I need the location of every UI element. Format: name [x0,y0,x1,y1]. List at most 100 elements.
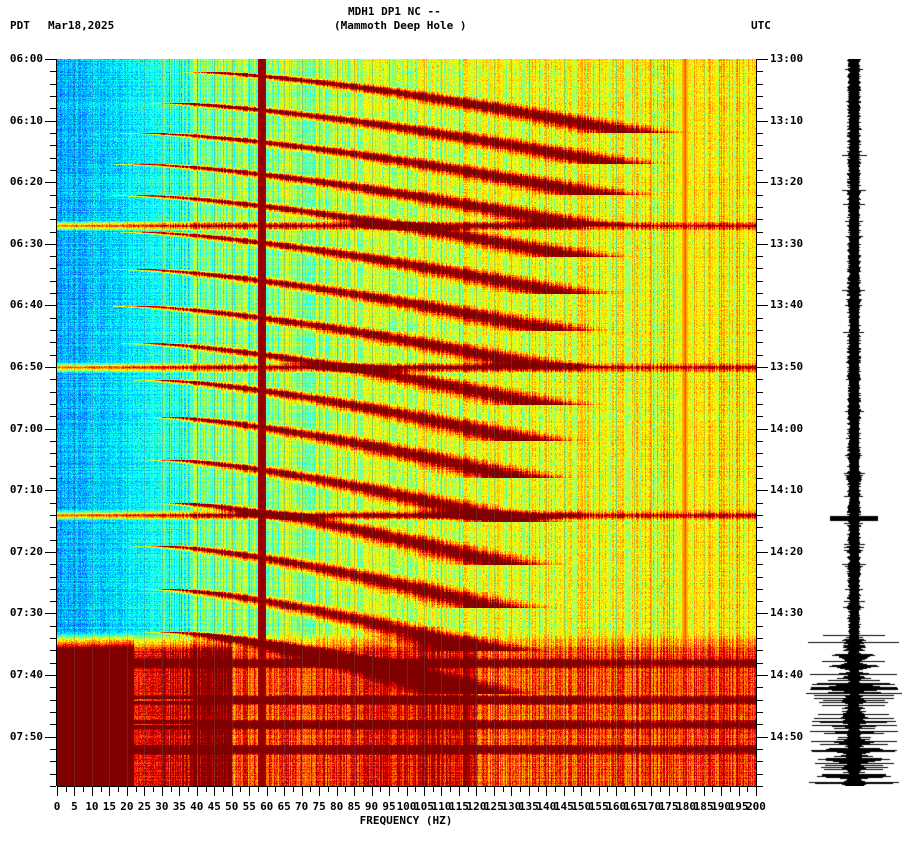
time-tick [50,466,56,467]
time-tick-label: 13:20 [770,175,804,188]
frequency-tick [747,787,748,792]
frequency-tick [721,787,722,796]
frequency-tick [529,787,530,796]
frequency-tick [232,787,233,796]
frequency-tick [634,787,635,796]
frequency-tick [389,787,390,796]
frequency-tick [372,787,373,796]
frequency-tick [188,787,189,792]
frequency-tick [651,787,652,796]
frequency-tick [660,787,661,792]
time-tick [757,503,763,504]
frequency-tick [328,787,329,792]
time-tick [757,379,763,380]
frequency-tick-label: 140 [536,800,557,813]
time-tick [45,305,56,306]
time-tick-label: 13:40 [770,298,804,311]
frequency-tick-label: 15 [102,800,117,813]
time-tick [45,675,56,676]
time-tick [50,158,56,159]
frequency-tick [179,787,180,796]
frequency-axis-title: FREQUENCY (HZ) [359,814,453,827]
time-tick [45,182,56,183]
time-tick-label: 07:10 [9,483,43,496]
frequency-tick [398,787,399,792]
frequency-tick-label: 130 [501,800,522,813]
frequency-tick [730,787,731,792]
time-tick-label: 07:50 [9,730,43,743]
frequency-tick [293,787,294,792]
time-tick [757,687,763,688]
frequency-tick [354,787,355,796]
time-tick [757,626,763,627]
frequency-tick [555,787,556,792]
frequency-tick [476,787,477,796]
frequency-tick-label: 95 [382,800,396,813]
frequency-tick [677,787,678,792]
time-tick [757,638,763,639]
frequency-tick [249,787,250,796]
time-tick [50,663,56,664]
time-tick [757,281,763,282]
frequency-tick-label: 80 [329,800,344,813]
time-axis-right-line [756,59,757,786]
time-tick [757,330,763,331]
time-tick-label: 07:30 [9,606,43,619]
time-tick [757,724,763,725]
frequency-tick [109,787,110,796]
frequency-tick [136,787,137,792]
time-tick [50,293,56,294]
time-tick [50,687,56,688]
time-tick [757,133,763,134]
time-tick [50,145,56,146]
time-tick-label: 06:30 [9,237,43,250]
time-tick [757,158,763,159]
frequency-tick [74,787,75,796]
time-tick [757,429,768,430]
frequency-tick-label: 65 [277,800,291,813]
time-tick [757,490,768,491]
timezone-label-right: UTC [751,19,771,32]
time-tick [50,712,56,713]
time-tick [50,503,56,504]
time-tick-label: 13:10 [770,114,804,127]
frequency-tick [459,787,460,796]
time-tick-label: 06:00 [9,52,43,65]
frequency-tick-label: 105 [414,800,434,813]
time-tick-label: 13:00 [770,52,804,65]
frequency-tick [669,787,670,796]
frequency-tick-label: 45 [207,800,221,813]
frequency-tick-label: 90 [364,800,379,813]
time-tick [757,478,763,479]
time-tick [50,700,56,701]
time-tick [757,466,763,467]
frequency-tick-label: 200 [746,800,766,813]
time-tick [45,429,56,430]
frequency-tick [206,787,207,792]
frequency-tick [468,787,469,792]
time-tick-label: 14:50 [770,730,804,743]
time-tick [50,355,56,356]
frequency-tick [363,787,364,792]
time-tick [757,675,768,676]
frequency-tick-label: 165 [623,800,644,813]
frequency-tick-label: 5 [71,800,78,813]
frequency-tick-label: 115 [448,800,469,813]
time-tick [757,232,763,233]
time-axis-left: 06:00 06:10 06:20 06:30 06:40 06:50 07:00 07:10… [10,53,56,787]
frequency-tick [92,787,93,796]
frequency-tick-label: 135 [518,800,539,813]
time-tick [757,527,763,528]
frequency-tick-label: 35 [172,800,186,813]
time-tick [757,342,763,343]
time-tick-label: 13:30 [770,237,804,250]
time-tick-label: 14:00 [770,422,804,435]
frequency-tick [695,787,696,792]
frequency-tick [450,787,451,792]
time-tick [757,663,763,664]
time-tick [757,145,763,146]
time-tick [50,404,56,405]
spectrogram-plot[interactable] [57,59,756,786]
frequency-tick-label: 25 [137,800,151,813]
frequency-tick [144,787,145,796]
